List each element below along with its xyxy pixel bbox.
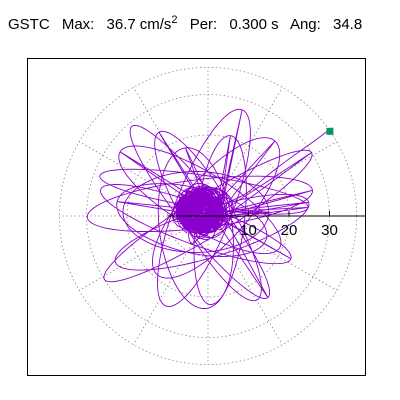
grid-spoke-240 — [133, 215, 209, 345]
particle-motion-plot: 10 20 30 — [27, 58, 366, 376]
period-label: Per: — [189, 16, 218, 33]
plot-header: GSTC Max: 36.7 cm/s2 Per: 0.300 s Ang: 34… — [8, 14, 370, 33]
period-value: 0.300 s — [229, 16, 279, 33]
max-label: Max: — [61, 16, 95, 33]
x-tick-label-30: 30 — [321, 222, 338, 239]
max-point-marker-group — [326, 127, 334, 135]
max-value: 36.7 — [106, 16, 136, 33]
max-point-marker — [326, 127, 334, 135]
angle-value: 34.8 — [332, 16, 363, 33]
grid-spoke-30 — [207, 141, 337, 217]
motion-trace-path — [86, 108, 333, 310]
grid-spoke-330 — [207, 215, 337, 291]
motion-trace — [86, 108, 333, 310]
max-unit: cm/s — [139, 16, 172, 33]
angle-label: Ang: — [289, 16, 321, 33]
max-unit-exponent: 2 — [171, 14, 178, 26]
particle-motion-svg: 10 20 30 — [58, 66, 365, 366]
x-tick-label-10: 10 — [240, 222, 257, 239]
grid-spoke-300 — [207, 215, 283, 345]
station-code: GSTC — [8, 16, 50, 33]
x-axis-ticks: 10 20 30 — [240, 211, 338, 239]
x-tick-label-20: 20 — [281, 222, 298, 239]
max-value-group: 36.7 cm/s2 — [106, 14, 178, 33]
